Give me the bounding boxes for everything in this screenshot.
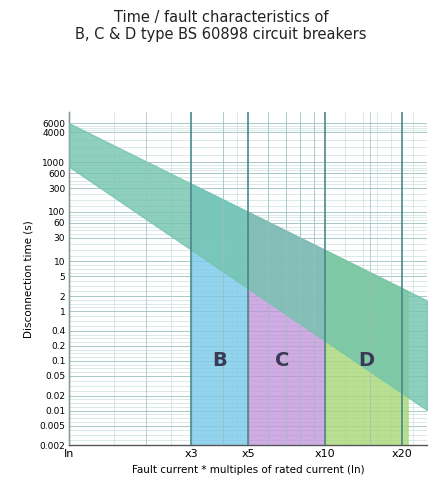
Text: Time / fault characteristics of
B, C & D type BS 60898 circuit breakers: Time / fault characteristics of B, C & D…: [75, 10, 367, 42]
Y-axis label: Disconnection time (s): Disconnection time (s): [24, 220, 34, 338]
Text: B: B: [212, 352, 227, 370]
Text: C: C: [275, 352, 290, 370]
Text: D: D: [358, 352, 374, 370]
X-axis label: Fault current * multiples of rated current (In): Fault current * multiples of rated curre…: [132, 465, 365, 475]
